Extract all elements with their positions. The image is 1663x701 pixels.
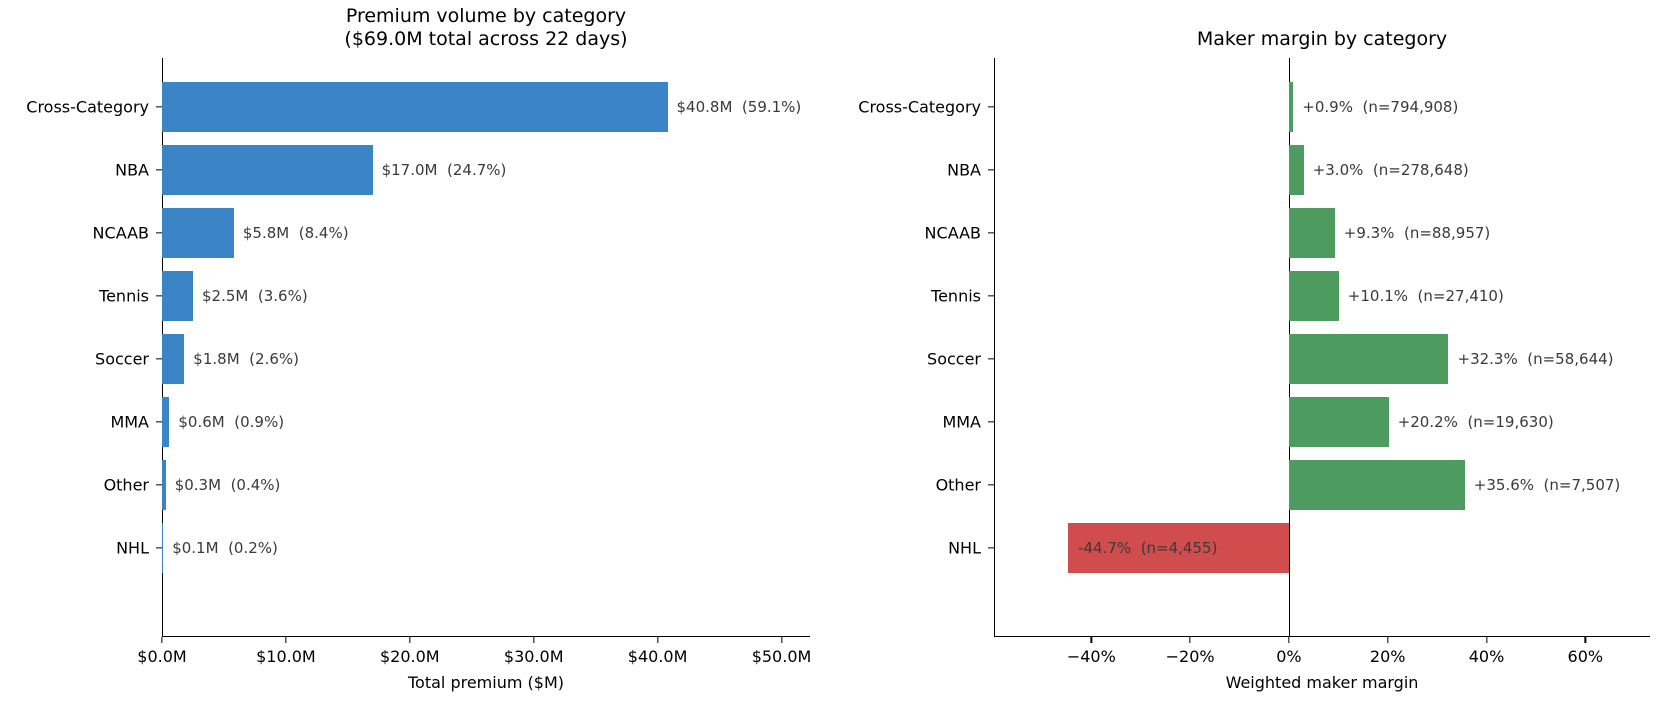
bar-cross-category xyxy=(1288,81,1294,132)
x-axis-label: Weighted maker margin xyxy=(1225,673,1419,692)
x-tick-mark xyxy=(533,637,535,643)
category-label-tennis: Tennis xyxy=(931,286,981,305)
category-label-soccer: Soccer xyxy=(927,349,981,368)
category-label-nhl: NHL xyxy=(116,538,149,557)
x-axis-line xyxy=(162,635,810,637)
y-tick-mark xyxy=(988,105,994,108)
bar-annotation: $0.6M (0.9%) xyxy=(178,412,285,431)
y-tick-mark xyxy=(156,168,162,171)
x-tick-label: −20% xyxy=(1165,647,1215,666)
bar-annotation: $0.1M (0.2%) xyxy=(172,538,278,557)
y-tick-mark xyxy=(988,168,994,171)
bar-annotation: +0.9% (n=794,908) xyxy=(1302,97,1459,116)
x-tick-label: −40% xyxy=(1066,647,1116,666)
y-tick-mark xyxy=(156,546,162,549)
y-tick-mark xyxy=(988,420,994,423)
premium-volume-plot-area: Premium volume by category ($69.0M total… xyxy=(26,5,811,693)
bar-nhl xyxy=(162,522,164,573)
x-tick-mark xyxy=(285,637,287,643)
y-tick-mark xyxy=(156,105,162,108)
bar-annotation: $40.8M (59.1%) xyxy=(676,97,802,116)
bar-annotation: $5.8M (8.4%) xyxy=(242,223,349,242)
x-tick-label: $40.0M xyxy=(627,647,688,666)
bar-nba xyxy=(162,144,373,195)
x-tick-label: 60% xyxy=(1567,647,1604,666)
category-label-nba: NBA xyxy=(947,160,981,179)
bar-ncaab xyxy=(1288,207,1335,258)
category-label-other: Other xyxy=(935,475,981,494)
category-label-tennis: Tennis xyxy=(99,286,149,305)
bar-other xyxy=(1288,459,1465,510)
bar-mma xyxy=(162,396,170,447)
bar-nba xyxy=(1288,144,1304,195)
bar-annotation: $17.0M (24.7%) xyxy=(381,160,507,179)
category-label-nba: NBA xyxy=(115,160,149,179)
x-tick-mark xyxy=(656,637,659,643)
category-label-cross-category: Cross-Category xyxy=(26,97,149,116)
x-tick-mark xyxy=(1090,637,1092,643)
bar-annotation: $2.5M (3.6%) xyxy=(202,286,308,305)
bar-ncaab xyxy=(162,207,234,258)
x-tick-mark xyxy=(1584,637,1586,643)
bar-mma xyxy=(1288,396,1389,447)
category-label-ncaab: NCAAB xyxy=(92,223,149,242)
x-tick-mark xyxy=(1387,637,1389,643)
x-tick-mark xyxy=(1485,637,1488,643)
maker-margin-plot-area: Maker margin by category Weighted maker … xyxy=(858,28,1650,692)
bar-tennis xyxy=(162,270,193,321)
y-tick-mark xyxy=(156,231,162,234)
x-axis-label: Total premium ($M) xyxy=(408,673,564,692)
bar-annotation: +10.1% (n=27,410) xyxy=(1347,286,1504,305)
x-tick-label: $30.0M xyxy=(503,647,564,666)
bar-tennis xyxy=(1288,270,1339,321)
y-tick-mark xyxy=(156,357,162,360)
category-label-nhl: NHL xyxy=(948,538,981,557)
bar-annotation: $0.3M (0.4%) xyxy=(174,475,281,494)
category-label-soccer: Soccer xyxy=(95,349,149,368)
x-tick-mark xyxy=(161,637,163,643)
y-tick-mark xyxy=(988,294,994,297)
x-tick-label: $10.0M xyxy=(256,647,316,666)
bar-nhl xyxy=(1068,522,1289,573)
bar-annotation: +9.3% (n=88,957) xyxy=(1343,223,1491,242)
bar-annotation: -44.7% (n=4,455) xyxy=(1078,538,1218,557)
chart-title: Maker margin by category xyxy=(1196,28,1448,51)
bar-soccer xyxy=(1288,333,1449,384)
y-tick-mark xyxy=(988,231,994,234)
x-tick-mark xyxy=(1189,637,1191,643)
category-label-mma: MMA xyxy=(110,412,149,431)
bar-annotation: $1.8M (2.6%) xyxy=(193,349,299,368)
bar-annotation: +35.6% (n=7,507) xyxy=(1473,475,1621,494)
bar-cross-category xyxy=(162,81,668,132)
y-tick-mark xyxy=(156,420,162,423)
category-label-ncaab: NCAAB xyxy=(924,223,981,242)
category-label-other: Other xyxy=(103,475,149,494)
bar-annotation: +32.3% (n=58,644) xyxy=(1457,349,1614,368)
category-label-mma: MMA xyxy=(942,412,981,431)
y-tick-mark xyxy=(988,483,994,486)
y-axis-line xyxy=(994,58,996,637)
x-tick-label: $20.0M xyxy=(379,647,440,666)
x-tick-mark xyxy=(1288,637,1290,643)
chart-title: Premium volume by category ($69.0M total… xyxy=(344,4,628,51)
bar-other xyxy=(162,459,166,510)
category-label-cross-category: Cross-Category xyxy=(858,97,981,116)
y-tick-mark xyxy=(988,357,994,360)
x-axis-line xyxy=(994,635,1650,637)
x-tick-label: $0.0M xyxy=(137,647,187,666)
x-tick-label: 20% xyxy=(1369,647,1406,666)
x-tick-mark xyxy=(780,637,783,643)
x-tick-label: 40% xyxy=(1468,647,1505,666)
bar-annotation: +3.0% (n=278,648) xyxy=(1312,160,1469,179)
y-tick-mark xyxy=(988,546,994,549)
x-tick-mark xyxy=(409,637,411,643)
bar-annotation: +20.2% (n=19,630) xyxy=(1397,412,1554,431)
x-tick-label: $50.0M xyxy=(751,647,812,666)
y-tick-mark xyxy=(156,483,162,486)
x-tick-label: 0% xyxy=(1276,647,1302,666)
bar-soccer xyxy=(162,333,185,384)
y-tick-mark xyxy=(156,294,162,297)
